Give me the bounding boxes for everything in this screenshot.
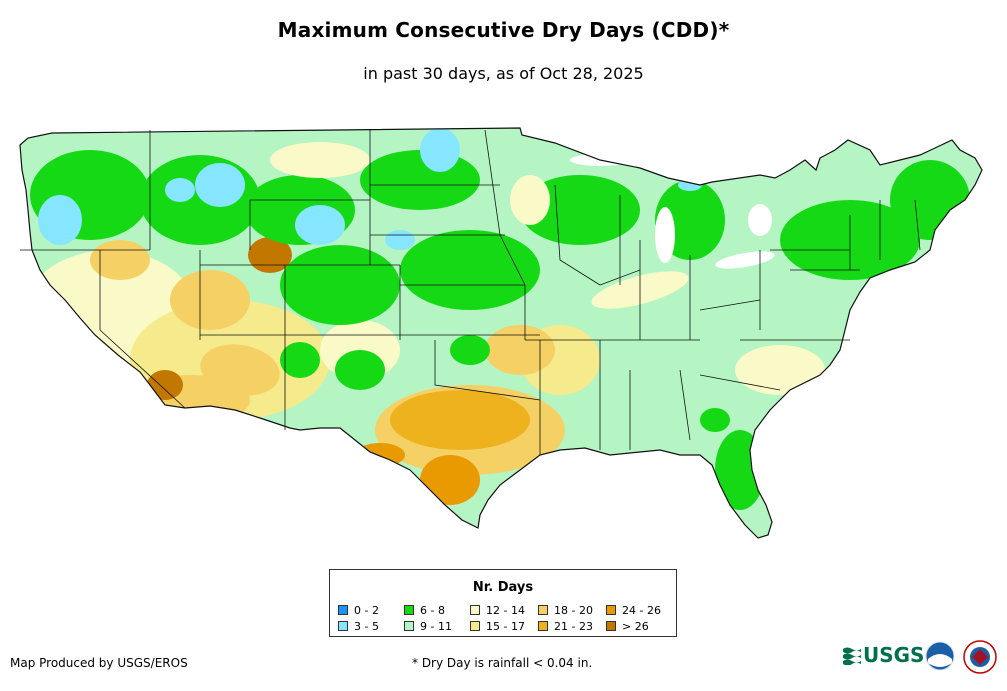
legend-swatch — [538, 621, 548, 631]
legend-swatch — [470, 605, 480, 615]
map-subtitle: in past 30 days, as of Oct 28, 2025 — [363, 64, 644, 83]
dry-day-footnote: * Dry Day is rainfall < 0.04 in. — [412, 656, 593, 670]
usgs-logo-text: USGS — [863, 643, 925, 667]
legend-item: 15 - 17 — [470, 619, 525, 633]
legend-label: 15 - 17 — [486, 619, 525, 633]
legend-label: 21 - 23 — [554, 619, 593, 633]
legend-item: 3 - 5 — [338, 619, 379, 633]
legend-label: 0 - 2 — [354, 603, 379, 617]
legend-title: Nr. Days — [472, 580, 534, 595]
legend-item: 21 - 23 — [538, 619, 593, 633]
legend-swatch — [338, 621, 348, 631]
nws-logo — [963, 640, 997, 674]
usgs-logo: USGS — [843, 641, 924, 669]
legend-label: > 26 — [622, 619, 649, 633]
legend-swatch — [606, 605, 616, 615]
legend-swatch — [606, 621, 616, 631]
legend-item: > 26 — [606, 619, 649, 633]
legend-item: 12 - 14 — [470, 603, 525, 617]
legend-item: 0 - 2 — [338, 603, 379, 617]
usgs-wave-icon — [843, 647, 861, 665]
legend-item: 24 - 26 — [606, 603, 661, 617]
map-legend: Nr. Days 0 - 2 3 - 5 6 - 8 9 - 11 12 - 14 15 … — [329, 569, 677, 637]
legend-label: 6 - 8 — [420, 603, 445, 617]
legend-item: 9 - 11 — [404, 619, 452, 633]
legend-swatch — [538, 605, 548, 615]
noaa-logo — [925, 641, 955, 671]
legend-label: 9 - 11 — [420, 619, 452, 633]
map-title: Maximum Consecutive Dry Days (CDD)* — [277, 18, 730, 42]
legend-item: 18 - 20 — [538, 603, 593, 617]
produced-by-credit: Map Produced by USGS/EROS — [10, 656, 188, 670]
legend-item: 6 - 8 — [404, 603, 445, 617]
legend-swatch — [470, 621, 480, 631]
legend-label: 12 - 14 — [486, 603, 525, 617]
legend-label: 24 - 26 — [622, 603, 661, 617]
legend-label: 3 - 5 — [354, 619, 379, 633]
legend-swatch — [404, 605, 414, 615]
legend-swatch — [404, 621, 414, 631]
legend-label: 18 - 20 — [554, 603, 593, 617]
legend-swatch — [338, 605, 348, 615]
